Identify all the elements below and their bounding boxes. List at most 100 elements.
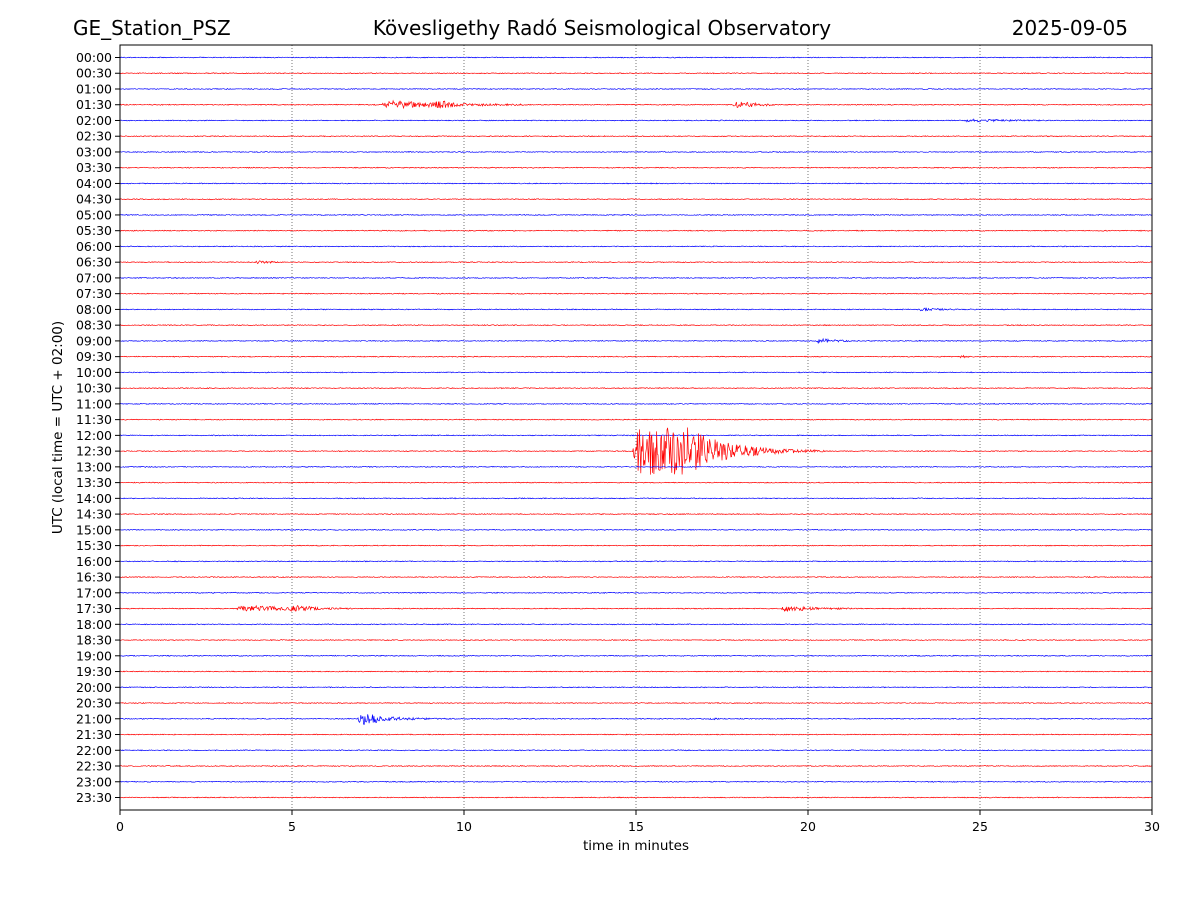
trace-0000 — [119, 56, 1153, 59]
trace-2100 — [119, 714, 1153, 725]
y-tick-label: 19:30 — [76, 664, 112, 679]
x-axis-label: time in minutes — [583, 838, 689, 854]
y-tick-label: 02:00 — [76, 113, 112, 128]
trace-0100 — [119, 87, 1153, 91]
trace-0030 — [119, 72, 1153, 75]
trace-1300 — [119, 465, 1153, 468]
chart-title: Kövesligethy Radó Seismological Observat… — [372, 16, 832, 40]
y-tick-label: 23:00 — [76, 774, 112, 789]
trace-1030 — [119, 387, 1153, 390]
trace-2130 — [120, 733, 1153, 736]
trace-0800 — [119, 307, 1153, 312]
x-tick-label: 30 — [1144, 819, 1160, 834]
trace-0900 — [119, 337, 1153, 344]
y-tick-label: 14:30 — [76, 507, 112, 522]
trace-1800 — [120, 623, 1153, 626]
trace-1930 — [119, 670, 1152, 673]
trace-1230 — [119, 427, 1153, 475]
y-tick-label: 06:30 — [76, 255, 112, 270]
y-tick-label: 02:30 — [76, 129, 112, 144]
y-tick-label: 03:30 — [76, 160, 112, 175]
trace-2000 — [120, 686, 1153, 689]
trace-2230 — [119, 764, 1153, 768]
trace-2030 — [119, 701, 1153, 705]
y-tick-label: 17:00 — [76, 585, 112, 600]
y-tick-label: 08:30 — [76, 318, 112, 333]
trace-0500 — [119, 213, 1153, 216]
y-tick-label: 14:00 — [76, 491, 112, 506]
x-tick-label: 20 — [800, 819, 816, 834]
y-tick-label: 18:30 — [76, 633, 112, 648]
trace-0430 — [119, 198, 1153, 201]
y-tick-label: 17:30 — [76, 601, 112, 616]
trace-1830 — [119, 639, 1153, 642]
x-tick-label: 15 — [628, 819, 644, 834]
y-tick-label: 12:30 — [76, 444, 112, 459]
trace-1200 — [120, 434, 1153, 437]
trace-1730 — [119, 604, 1153, 613]
trace-0130 — [119, 99, 1153, 110]
y-tick-label: 07:00 — [76, 270, 112, 285]
y-tick-label: 19:00 — [76, 648, 112, 663]
y-tick-label: 23:30 — [76, 790, 112, 805]
x-tick-label: 0 — [116, 819, 124, 834]
y-tick-label: 11:30 — [76, 412, 112, 427]
y-tick-label: 20:30 — [76, 696, 112, 711]
y-tick-label: 04:30 — [76, 192, 112, 207]
y-tick-label: 16:30 — [76, 570, 112, 585]
trace-0200 — [119, 118, 1153, 123]
y-tick-label: 04:00 — [76, 176, 112, 191]
y-tick-label: 22:00 — [76, 743, 112, 758]
y-tick-label: 05:30 — [76, 223, 112, 238]
trace-1700 — [119, 591, 1153, 594]
trace-0630 — [120, 260, 1153, 265]
station-name: GE_Station_PSZ — [73, 16, 231, 40]
trace-1430 — [119, 513, 1153, 516]
grid-lines — [291, 45, 981, 810]
y-tick-label: 10:00 — [76, 365, 112, 380]
y-tick-label: 13:30 — [76, 475, 112, 490]
trace-0700 — [119, 276, 1153, 279]
trace-1130 — [119, 418, 1153, 421]
y-tick-label: 06:00 — [76, 239, 112, 254]
trace-1900 — [119, 654, 1153, 657]
y-tick-label: 09:30 — [76, 349, 112, 364]
chart-date: 2025-09-05 — [1011, 16, 1128, 40]
trace-1630 — [119, 576, 1153, 579]
y-tick-label: 00:30 — [76, 66, 112, 81]
x-tick-label: 5 — [288, 819, 296, 834]
trace-1530 — [119, 544, 1153, 547]
x-axis-ticks: 0 5 10 15 20 25 30 — [116, 810, 1160, 834]
y-tick-label: 05:00 — [76, 207, 112, 222]
trace-0930 — [119, 354, 1153, 359]
y-tick-label: 09:00 — [76, 333, 112, 348]
y-tick-label: 11:00 — [76, 396, 112, 411]
trace-0300 — [119, 150, 1153, 153]
y-tick-label: 15:00 — [76, 522, 112, 537]
trace-1000 — [119, 371, 1153, 374]
y-tick-label: 10:30 — [76, 381, 112, 396]
trace-0330 — [119, 166, 1153, 169]
trace-0830 — [119, 324, 1153, 327]
y-tick-label: 00:00 — [76, 50, 112, 65]
trace-1400 — [119, 497, 1152, 500]
trace-1600 — [119, 560, 1153, 563]
x-tick-label: 10 — [456, 819, 472, 834]
y-tick-label: 01:30 — [76, 97, 112, 112]
trace-2330 — [119, 796, 1153, 799]
y-tick-label: 15:30 — [76, 538, 112, 553]
y-tick-label: 07:30 — [76, 286, 112, 301]
y-tick-label: 01:00 — [76, 81, 112, 96]
seismic-traces — [119, 56, 1153, 799]
y-tick-label: 13:00 — [76, 459, 112, 474]
trace-1500 — [119, 528, 1152, 531]
trace-0600 — [119, 245, 1153, 248]
trace-0400 — [119, 182, 1153, 185]
trace-0230 — [119, 135, 1153, 138]
y-tick-label: 21:30 — [76, 727, 112, 742]
y-tick-label: 22:30 — [76, 759, 112, 774]
y-tick-label: 21:00 — [76, 711, 112, 726]
trace-1100 — [119, 402, 1153, 405]
x-tick-label: 25 — [972, 819, 988, 834]
